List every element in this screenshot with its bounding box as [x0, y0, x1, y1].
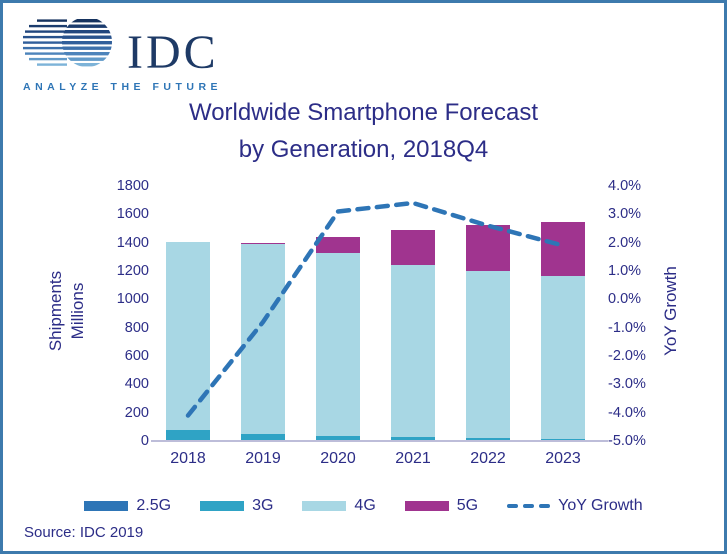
bar-segment-4g-2020 — [316, 253, 360, 437]
legend-item-yoy-growth: YoY Growth — [507, 497, 643, 515]
bar-segment-4g-2018 — [166, 241, 210, 430]
chart-title-line2: by Generation, 2018Q4 — [238, 136, 489, 163]
legend-item-3g: 3G — [200, 497, 273, 515]
legend-label: 2.5G — [136, 497, 172, 514]
bar-segment-5g-2021 — [391, 230, 435, 265]
left-axis-tick: 1400 — [116, 234, 149, 251]
x-axis-label-2020: 2020 — [320, 450, 356, 467]
legend-item-4g: 4G — [302, 497, 376, 515]
right-axis-tick: 2.0% — [608, 234, 642, 251]
left-axis-tick: 0 — [140, 433, 149, 449]
x-axis-label-2023: 2023 — [545, 450, 581, 467]
legend-color-swatch — [404, 501, 449, 511]
chart-title-line1: Worldwide Smartphone Forecast — [188, 99, 539, 126]
legend-item-2-5g: 2.5G — [84, 497, 171, 515]
legend-label: 3G — [252, 497, 274, 514]
bar-segment-4g-2019 — [241, 244, 285, 435]
idc-tagline: ANALYZE THE FUTURE — [23, 81, 223, 93]
bar-segment-3g-2021 — [391, 437, 435, 441]
left-axis-tick: 1800 — [116, 178, 149, 194]
bar-segment-3g-2022 — [466, 438, 510, 441]
right-axis-tick: -1.0% — [608, 319, 646, 336]
legend-label: YoY Growth — [558, 497, 643, 514]
bar-segment-5g-2023 — [541, 222, 585, 277]
x-axis-label-2018: 2018 — [170, 450, 206, 467]
legend-color-swatch — [302, 501, 347, 511]
bar-segment-3g-2018 — [166, 429, 210, 441]
legend-label: 4G — [354, 497, 376, 514]
legend: 2.5G 3G 4G 5G YoY Growth — [3, 497, 724, 515]
legend-color-swatch — [200, 501, 245, 511]
left-axis-tick: 1600 — [116, 206, 149, 223]
left-axis-title: Shipments Millions — [46, 270, 87, 352]
bar-segment-5g-2022 — [466, 224, 510, 272]
bar-segment-3g-2019 — [241, 434, 285, 441]
x-axis-label-2019: 2019 — [245, 450, 281, 467]
right-axis-tick: 1.0% — [608, 263, 642, 279]
bar-segment-3g-2023 — [541, 438, 585, 441]
left-axis-tick: 400 — [124, 376, 149, 393]
left-axis-tick: 1000 — [116, 291, 149, 308]
legend-label: 5G — [456, 497, 479, 514]
bar-segment-4g-2021 — [391, 264, 435, 438]
legend-color-swatch — [84, 501, 129, 511]
left-axis-tick: 600 — [124, 348, 149, 364]
right-axis-tick: -2.0% — [608, 348, 646, 364]
source-note: Source: IDC 2019 — [24, 524, 144, 541]
legend-item-5g: 5G — [404, 497, 479, 515]
idc-logo-text: IDC — [127, 26, 219, 79]
bar-segment-3g-2020 — [316, 436, 360, 441]
legend-dashed-line-swatch — [507, 503, 551, 509]
right-axis-tick: -3.0% — [608, 376, 646, 393]
right-axis-tick: 3.0% — [608, 206, 642, 223]
x-axis-label-2022: 2022 — [470, 450, 506, 467]
idc-globe-icon — [23, 16, 119, 75]
bar-segment-5g-2020 — [316, 237, 360, 253]
right-axis-tick: -5.0% — [608, 433, 646, 449]
left-axis-tick: 1200 — [116, 263, 149, 279]
chart-title: Worldwide Smartphone Forecast by Generat… — [3, 94, 724, 168]
x-axis-label-2021: 2021 — [395, 450, 431, 467]
right-axis-tick: -4.0% — [608, 404, 646, 421]
left-axis-tick: 200 — [124, 404, 149, 421]
idc-logo: IDC ANALYZE THE FUTURE — [23, 16, 222, 93]
x-axis-line — [151, 440, 608, 442]
bar-segment-5g-2019 — [241, 243, 285, 245]
right-axis-title: YoY Growth — [661, 266, 680, 356]
bar-segment-4g-2022 — [466, 271, 510, 439]
left-axis-tick: 800 — [124, 319, 149, 336]
right-axis-tick: 4.0% — [608, 178, 642, 194]
right-axis-tick: 0.0% — [608, 291, 642, 308]
bar-segment-4g-2023 — [541, 276, 585, 439]
